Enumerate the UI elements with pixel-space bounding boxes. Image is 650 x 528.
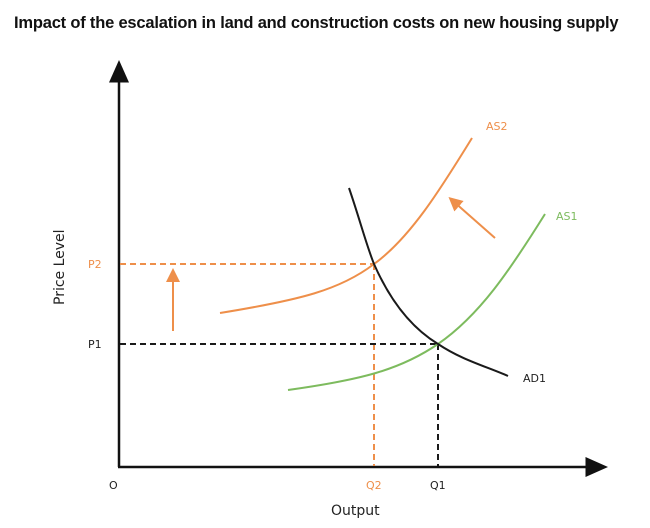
diagram-title: Impact of the escalation in land and con…: [14, 14, 619, 32]
ad1-curve: [348, 187, 509, 377]
as2-curve: [219, 137, 473, 314]
leftward-shift-arrow: [448, 197, 496, 239]
q1-label: Q1: [430, 479, 446, 492]
origin-label: O: [109, 479, 118, 492]
p2-label: P2: [88, 258, 102, 271]
q2-label: Q2: [366, 479, 382, 492]
p1-label: P1: [88, 338, 102, 351]
y-axis-label: Price Level: [52, 229, 68, 305]
as1-label: AS1: [556, 210, 578, 223]
x-axis-label: Output: [331, 503, 380, 519]
ad1-label: AD1: [523, 372, 546, 385]
as1-curve: [287, 213, 546, 391]
as2-label: AS2: [486, 120, 508, 133]
